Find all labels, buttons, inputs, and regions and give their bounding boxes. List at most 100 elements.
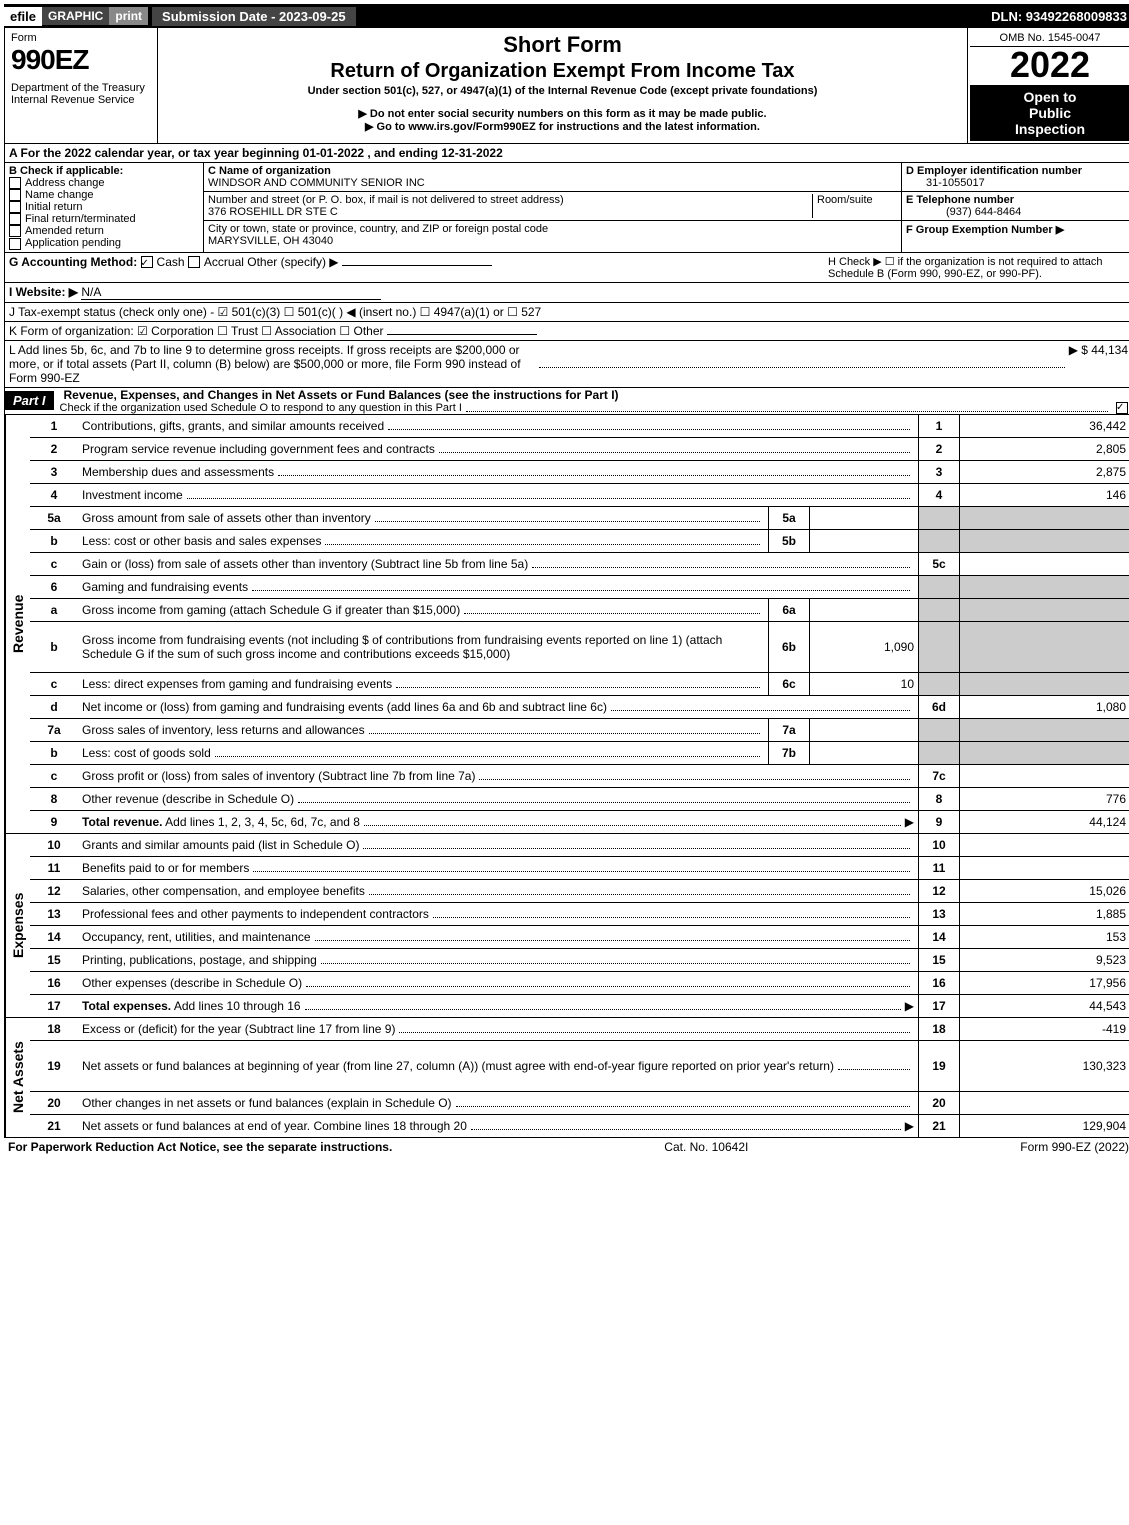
line-value [960,576,1129,598]
line-number: c [30,673,78,695]
i-label: I Website: ▶ [9,285,78,299]
line-description: Gain or (loss) from sale of assets other… [78,553,918,575]
line-number: b [30,622,78,672]
line-number: 11 [30,857,78,879]
line-box-number [918,530,960,552]
checkbox-icon[interactable] [9,189,21,201]
line-number: 10 [30,834,78,856]
line-row: 8Other revenue (describe in Schedule O)8… [30,788,1129,811]
line-box-number: 12 [918,880,960,902]
open-line2: Public [972,105,1128,121]
line-value [960,507,1129,529]
sub-box-label: 7b [768,742,810,764]
line-description: Gross income from gaming (attach Schedul… [78,599,768,621]
c-city-label: City or town, state or province, country… [208,223,548,235]
efile-label: efile [4,7,42,26]
print-label[interactable]: print [109,7,148,25]
h-text: H Check ▶ ☐ if the organization is not r… [828,255,1128,280]
line-value [960,599,1129,621]
line-row: dNet income or (loss) from gaming and fu… [30,696,1129,719]
line-number: b [30,530,78,552]
checkbox-accrual[interactable] [188,256,200,268]
expenses-section: Expenses 10Grants and similar amounts pa… [4,834,1129,1018]
section-l: L Add lines 5b, 6c, and 7b to line 9 to … [4,341,1129,388]
line-box-number [918,599,960,621]
line-box-number: 10 [918,834,960,856]
line-box-number: 2 [918,438,960,460]
line-description: Gross income from fundraising events (no… [78,622,768,672]
part1-label: Part I [5,391,54,410]
header-left: Form 990EZ Department of the Treasury In… [5,28,158,143]
g-label: G Accounting Method: [9,255,137,269]
revenue-label: Revenue [5,415,30,833]
line-description: Gaming and fundraising events [78,576,918,598]
instructions-link[interactable]: ▶ Go to www.irs.gov/Form990EZ for instru… [164,120,961,133]
sub-box-value [810,507,918,529]
c-name-label: C Name of organization [208,165,331,177]
checkbox-icon[interactable] [9,177,21,189]
line-box-number: 5c [918,553,960,575]
irs-label: Internal Revenue Service [11,94,151,106]
header-center: Short Form Return of Organization Exempt… [158,28,968,143]
checkbox-icon[interactable] [9,238,21,250]
line-box-number: 7c [918,765,960,787]
c-street-label: Number and street (or P. O. box, if mail… [208,194,564,206]
checkbox-cash[interactable] [141,256,153,268]
footer-center: Cat. No. 10642I [664,1140,748,1154]
sub-box-label: 6c [768,673,810,695]
line-number: 12 [30,880,78,902]
line-number: 7a [30,719,78,741]
line-value [960,622,1129,672]
d-label: D Employer identification number [906,165,1082,177]
line-number: 14 [30,926,78,948]
line-value [960,530,1129,552]
line-number: c [30,765,78,787]
line-row: 1Contributions, gifts, grants, and simil… [30,415,1129,438]
warning-ssn: ▶ Do not enter social security numbers o… [164,107,961,120]
b-title: B Check if applicable: [9,165,199,177]
sub-box-label: 7a [768,719,810,741]
b-item: Amended return [9,225,199,237]
line-box-number: 6d [918,696,960,718]
part1-title: Revenue, Expenses, and Changes in Net As… [60,388,619,402]
line-box-number [918,622,960,672]
l-text: L Add lines 5b, 6c, and 7b to line 9 to … [9,343,535,385]
sub-box-value [810,530,918,552]
sub-box-value [810,742,918,764]
section-bcdef: B Check if applicable: Address change Na… [4,163,1129,253]
line-row: cGross profit or (loss) from sales of in… [30,765,1129,788]
line-description: Grants and similar amounts paid (list in… [78,834,918,856]
checkbox-icon[interactable] [9,213,21,225]
line-row: cGain or (loss) from sale of assets othe… [30,553,1129,576]
line-description: Net assets or fund balances at end of ye… [78,1115,918,1137]
line-row: bLess: cost or other basis and sales exp… [30,530,1129,553]
line-value [960,834,1129,856]
line-box-number: 18 [918,1018,960,1040]
line-row: 3Membership dues and assessments32,875 [30,461,1129,484]
line-number: 2 [30,438,78,460]
section-a: A For the 2022 calendar year, or tax yea… [4,144,1129,163]
line-box-number: 11 [918,857,960,879]
line-number: 21 [30,1115,78,1137]
line-description: Less: cost or other basis and sales expe… [78,530,768,552]
checkbox-icon[interactable] [9,225,21,237]
checkbox-icon[interactable] [9,201,21,213]
line-value: 129,904 [960,1115,1129,1137]
section-i: I Website: ▶ N/A [4,283,1129,303]
form-title: Return of Organization Exempt From Incom… [164,60,961,83]
form-subtitle: Under section 501(c), 527, or 4947(a)(1)… [164,85,961,97]
line-box-number: 16 [918,972,960,994]
line-description: Investment income [78,484,918,506]
line-value: 9,523 [960,949,1129,971]
l-value: ▶ $ 44,134 [1069,343,1128,385]
line-value: 15,026 [960,880,1129,902]
sub-box-value: 1,090 [810,622,918,672]
line-value: 44,124 [960,811,1129,833]
line-box-number [918,576,960,598]
checkbox-schedule-o[interactable] [1116,402,1128,414]
sub-box-label: 6a [768,599,810,621]
line-row: 16Other expenses (describe in Schedule O… [30,972,1129,995]
line-number: b [30,742,78,764]
line-number: 3 [30,461,78,483]
line-value: 153 [960,926,1129,948]
